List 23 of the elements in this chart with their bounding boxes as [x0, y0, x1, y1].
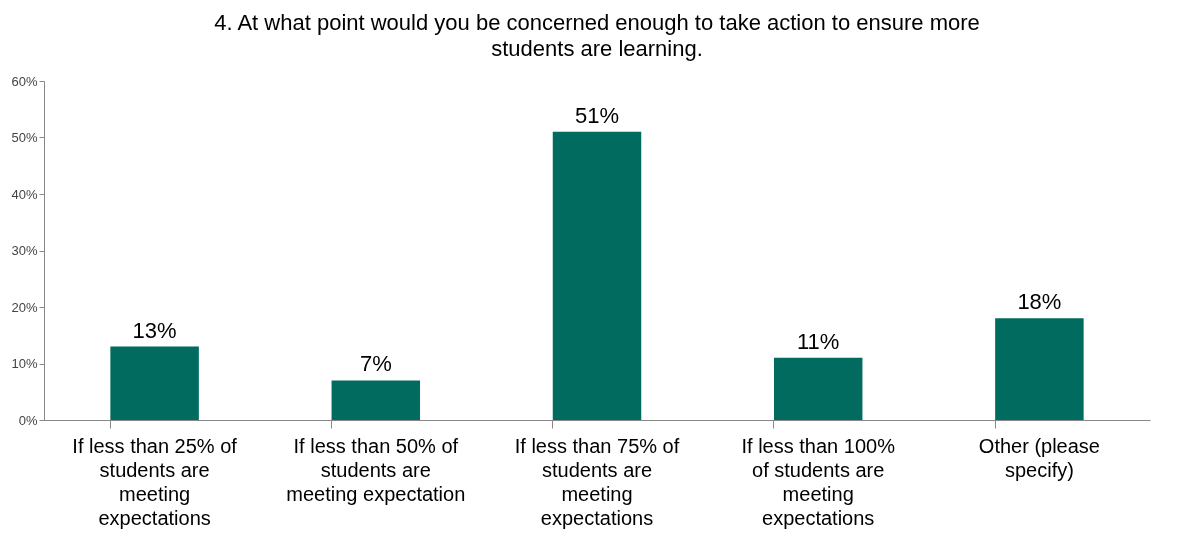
y-tick-label: 20%: [11, 299, 38, 315]
chart-title: 4. At what point would you be concerned enough to take action to ensure more students are learning.: [214, 10, 980, 61]
data-label: 11%: [797, 328, 840, 354]
bar: [995, 318, 1084, 420]
bar: [331, 380, 421, 420]
bar: [552, 131, 642, 420]
bar: [110, 346, 199, 420]
y-tick-label: 10%: [11, 356, 38, 371]
y-tick-label: 0%: [18, 412, 38, 428]
bar: [773, 357, 863, 420]
data-label: 7%: [359, 351, 392, 377]
y-tick-label: 50%: [11, 130, 38, 145]
x-tick-label: Other (please specify): [978, 434, 1100, 481]
y-tick-label: 40%: [11, 186, 38, 202]
y-tick-label: 30%: [11, 243, 38, 258]
x-tick-label: If less than 75% of students are meeting expectations: [514, 434, 680, 529]
x-tick-label: If less than 100% of students are meeting expectations: [741, 434, 896, 529]
data-label: 13%: [132, 317, 177, 343]
x-tick-label: If less than 25% of students are meeting expectations: [72, 434, 238, 529]
y-tick-label: 60%: [11, 73, 38, 89]
data-label: 51%: [574, 102, 620, 128]
x-tick-label: If less than 50% of students are meeting expectation: [286, 434, 466, 505]
data-label: 18%: [1017, 289, 1062, 315]
